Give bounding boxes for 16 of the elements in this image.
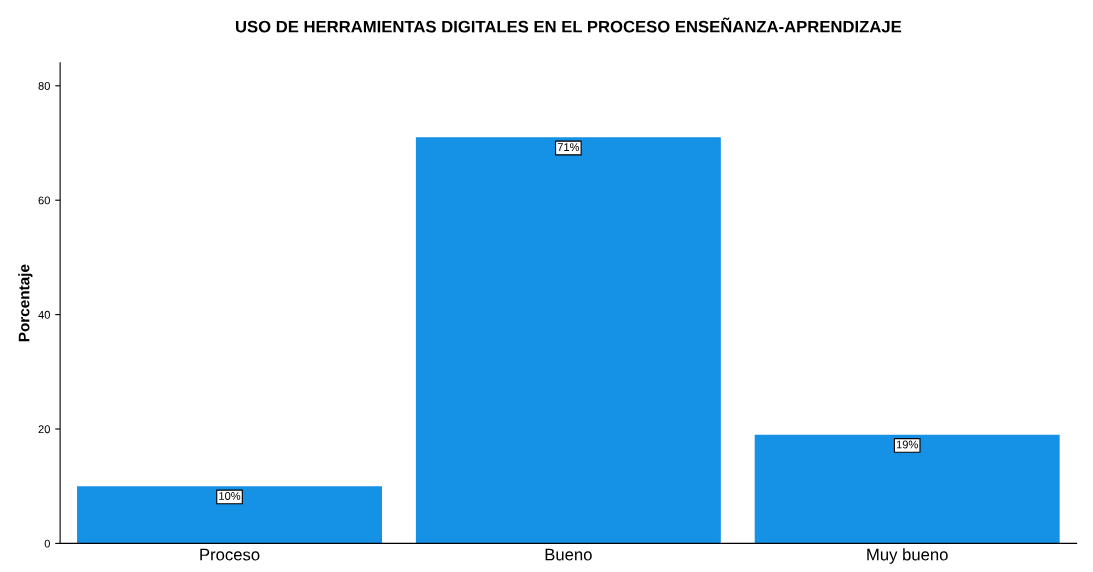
y-tick-label: 80 xyxy=(38,82,50,90)
x-tick-label: Muy bueno xyxy=(867,548,948,564)
chart-title: USO DE HERRAMIENTAS DIGITALES EN EL PROCESO ENSEÑANZA-APRENDIZAJE xyxy=(235,17,902,33)
data-label: 19% xyxy=(896,440,918,449)
x-tick-label: Proceso xyxy=(200,548,260,561)
x-tick-label: Bueno xyxy=(545,548,592,561)
data-label: 10% xyxy=(219,492,241,500)
data-label: 71% xyxy=(557,143,580,151)
y-axis-title: Porcentaje xyxy=(18,264,33,342)
y-tick-label: 60 xyxy=(38,196,50,205)
y-tick-label: 20 xyxy=(38,425,50,434)
y-tick-label: 40 xyxy=(38,310,50,319)
bar xyxy=(415,137,721,544)
bar xyxy=(754,434,1060,544)
y-tick-label: 0 xyxy=(44,539,50,548)
bar xyxy=(77,486,382,544)
